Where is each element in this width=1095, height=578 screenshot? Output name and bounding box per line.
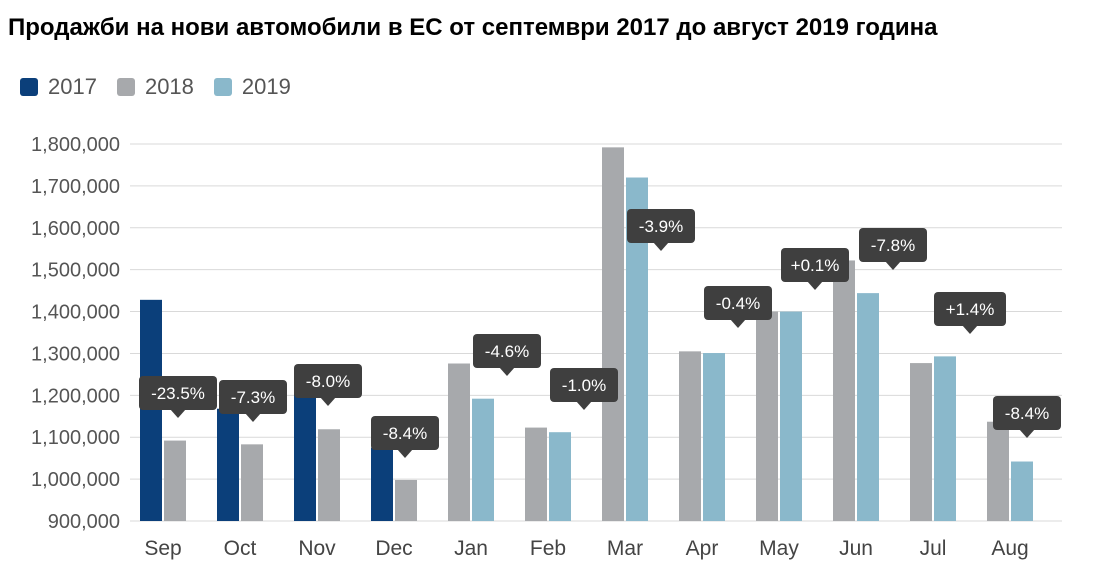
callout-label: -23.5% bbox=[151, 384, 205, 403]
callout-box bbox=[704, 286, 772, 320]
y-tick-label: 900,000 bbox=[48, 511, 120, 533]
y-tick-label: 1,300,000 bbox=[31, 343, 120, 365]
y-tick-label: 1,400,000 bbox=[31, 302, 120, 324]
x-tick-label: Mar bbox=[607, 537, 643, 560]
callout-pointer bbox=[807, 281, 823, 290]
bar-2018-feb[interactable] bbox=[525, 427, 547, 521]
bar-2019-apr[interactable] bbox=[703, 353, 725, 521]
y-tick-label: 1,700,000 bbox=[31, 176, 120, 198]
callout-label: -0.4% bbox=[716, 294, 760, 313]
callout-label: -8.4% bbox=[383, 424, 427, 443]
callout-label: -8.0% bbox=[306, 372, 350, 391]
bar-2018-jul[interactable] bbox=[910, 363, 932, 521]
callout-box bbox=[781, 248, 849, 282]
callout-box bbox=[371, 416, 439, 450]
callout-box bbox=[219, 380, 287, 414]
callout-label: -8.4% bbox=[1005, 404, 1049, 423]
bar-2017-oct[interactable] bbox=[217, 408, 239, 521]
x-tick-label: Jan bbox=[454, 537, 488, 560]
callout-box bbox=[993, 396, 1061, 430]
legend-item-2017[interactable]: 2017 bbox=[20, 74, 97, 100]
x-tick-label: Feb bbox=[530, 537, 566, 560]
callout-box bbox=[473, 334, 541, 368]
legend-item-2019[interactable]: 2019 bbox=[213, 74, 291, 100]
bar-2019-feb[interactable] bbox=[549, 432, 571, 521]
callout-pointer bbox=[1019, 429, 1035, 438]
callout-pointer bbox=[170, 409, 186, 418]
legend: 2017 2018 2019 bbox=[20, 74, 311, 100]
callout-label: -7.8% bbox=[871, 236, 915, 255]
x-tick-label: Dec bbox=[375, 537, 412, 560]
y-tick-label: 1,500,000 bbox=[31, 260, 120, 282]
callout-pointer bbox=[499, 367, 515, 376]
bar-2018-apr[interactable] bbox=[679, 351, 701, 521]
callout-pointer bbox=[885, 261, 901, 270]
callout-box bbox=[139, 376, 217, 410]
y-tick-label: 1,800,000 bbox=[31, 134, 120, 156]
x-tick-label: Aug bbox=[991, 537, 1028, 560]
bar-2017-dec[interactable] bbox=[371, 447, 393, 521]
x-tick-label: Apr bbox=[686, 537, 719, 560]
bar-2017-nov[interactable] bbox=[294, 389, 316, 521]
bar-2018-dec[interactable] bbox=[395, 479, 417, 521]
callout-box bbox=[859, 228, 927, 262]
y-tick-label: 1,200,000 bbox=[31, 385, 120, 407]
bar-2018-aug[interactable] bbox=[987, 421, 1009, 521]
callout-label: -4.6% bbox=[485, 342, 529, 361]
bar-2019-may[interactable] bbox=[780, 311, 802, 521]
callout-label: -7.3% bbox=[231, 388, 275, 407]
callout-pointer bbox=[730, 319, 746, 328]
callout-pointer bbox=[320, 397, 336, 406]
bar-2018-sep[interactable] bbox=[164, 440, 186, 521]
bar-2019-mar[interactable] bbox=[626, 177, 648, 521]
bar-2018-jan[interactable] bbox=[448, 363, 470, 521]
callout-pointer bbox=[653, 242, 669, 251]
bar-2018-nov[interactable] bbox=[318, 429, 340, 521]
y-tick-label: 1,600,000 bbox=[31, 218, 120, 240]
callout-label: +0.1% bbox=[791, 256, 840, 275]
x-tick-label: Nov bbox=[298, 537, 336, 560]
bar-2017-sep[interactable] bbox=[140, 299, 162, 521]
legend-label-2019: 2019 bbox=[241, 74, 291, 99]
callout-box bbox=[294, 364, 362, 398]
callout-pointer bbox=[245, 413, 261, 422]
x-tick-label: Jun bbox=[839, 537, 873, 560]
callout-label: +1.4% bbox=[946, 300, 995, 319]
bar-2019-jan[interactable] bbox=[472, 398, 494, 521]
y-tick-label: 1,100,000 bbox=[31, 427, 120, 449]
bar-2018-may[interactable] bbox=[756, 311, 778, 521]
bar-2018-oct[interactable] bbox=[241, 444, 263, 521]
callout-pointer bbox=[576, 401, 592, 410]
callout-box bbox=[550, 368, 618, 402]
bar-2019-jun[interactable] bbox=[857, 293, 879, 521]
x-tick-label: May bbox=[759, 537, 799, 560]
bar-2018-mar[interactable] bbox=[602, 147, 624, 521]
x-tick-label: Sep bbox=[144, 537, 181, 560]
x-tick-label: Oct bbox=[224, 537, 257, 560]
callout-label: -1.0% bbox=[562, 376, 606, 395]
legend-label-2017: 2017 bbox=[48, 74, 97, 99]
y-tick-label: 1,000,000 bbox=[31, 469, 120, 491]
legend-swatch-2018 bbox=[116, 78, 135, 96]
chart-title: Продажби на нови автомобили в ЕС от септ… bbox=[8, 14, 938, 41]
callout-pointer bbox=[962, 325, 978, 334]
bar-2019-jul[interactable] bbox=[934, 356, 956, 521]
callout-box bbox=[934, 292, 1006, 326]
callout-pointer bbox=[397, 449, 413, 458]
bar-2018-jun[interactable] bbox=[833, 260, 855, 521]
legend-swatch-2017 bbox=[20, 78, 38, 96]
callout-label: -3.9% bbox=[639, 217, 683, 236]
legend-swatch-2019 bbox=[213, 78, 232, 96]
callout-box bbox=[627, 209, 695, 243]
legend-label-2018: 2018 bbox=[144, 74, 194, 99]
legend-item-2018[interactable]: 2018 bbox=[116, 74, 194, 100]
bar-2019-aug[interactable] bbox=[1011, 461, 1033, 521]
x-tick-label: Jul bbox=[920, 537, 947, 560]
